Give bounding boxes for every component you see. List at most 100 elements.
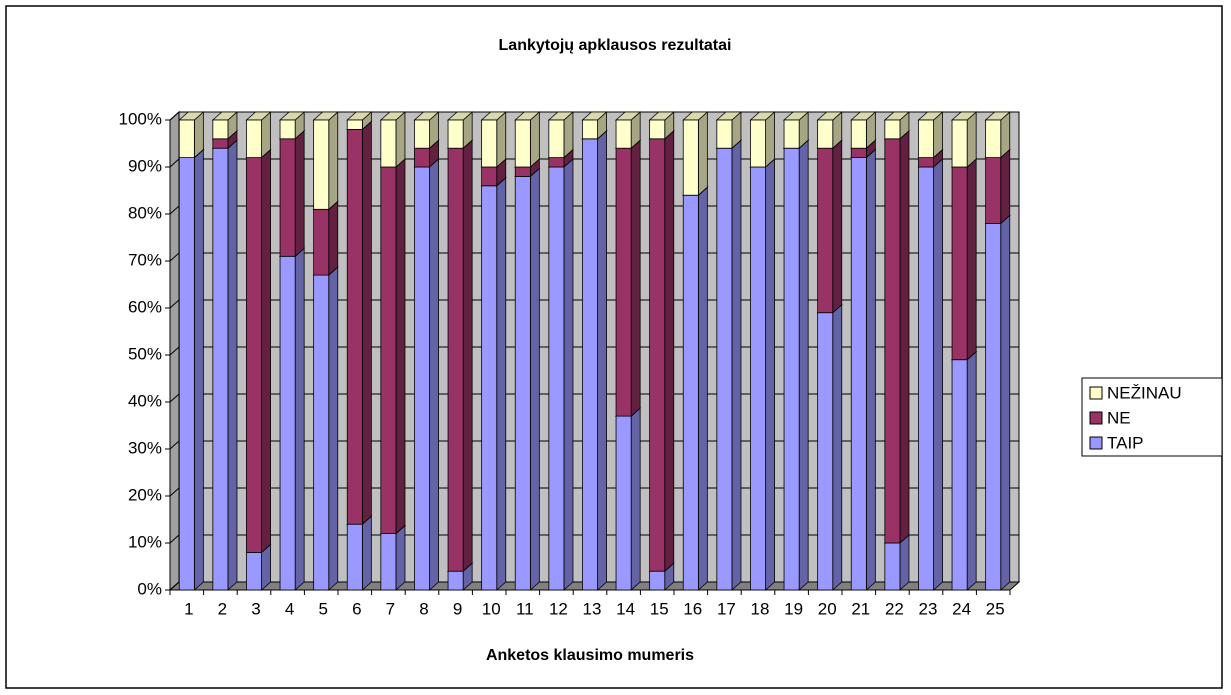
bar [414, 119, 430, 149]
bar [548, 157, 565, 168]
bar [279, 119, 296, 140]
bar [817, 312, 834, 591]
bar-side [227, 139, 238, 591]
x-tick-label: 3 [251, 599, 260, 618]
y-tick-label: 80% [128, 203, 162, 222]
bar-side [361, 120, 372, 526]
bar [750, 166, 766, 591]
bar [414, 147, 430, 168]
bar [985, 157, 1002, 224]
x-tick-label: 11 [516, 599, 534, 618]
bar-side [328, 200, 339, 276]
x-axis-label: Anketos klausimo mumeris [486, 647, 694, 664]
x-tick-label: 8 [419, 599, 428, 618]
bar [447, 570, 464, 591]
x-tick-label: 7 [386, 599, 395, 618]
bar [951, 166, 968, 361]
bar [918, 119, 934, 158]
x-tick-label: 20 [818, 599, 837, 618]
bar-side [193, 148, 204, 591]
bar-side [832, 303, 843, 591]
bar [615, 415, 632, 591]
bar [380, 119, 397, 168]
bar-side [966, 350, 977, 591]
bar [481, 166, 498, 187]
bar-side [899, 129, 910, 544]
bar-side [328, 111, 339, 211]
bar [346, 119, 363, 130]
x-tick-label: 18 [751, 599, 770, 618]
legend-label: NE [1107, 408, 1131, 427]
bar [850, 119, 867, 149]
bar [649, 138, 666, 572]
bar [246, 157, 262, 553]
bar [178, 157, 195, 591]
x-tick-label: 12 [549, 599, 568, 618]
x-tick-label: 13 [583, 599, 602, 618]
bar-side [429, 158, 439, 591]
bar [447, 147, 464, 572]
x-tick-label: 22 [885, 599, 904, 618]
bar-side [496, 111, 507, 168]
x-tick-label: 23 [919, 599, 938, 618]
legend-label: NEŽINAU [1107, 383, 1182, 402]
chart-title: Lankytojų apklausos rezultatai [499, 37, 732, 54]
legend-box [1081, 377, 1223, 457]
bar [380, 533, 397, 591]
bar [514, 119, 531, 168]
bar-side [630, 139, 641, 417]
bar-side [261, 148, 271, 554]
bar-side [529, 167, 540, 591]
y-tick-label: 100% [119, 109, 162, 128]
bar [212, 119, 229, 140]
bar [346, 128, 363, 525]
bar [918, 166, 934, 591]
bar [313, 274, 330, 591]
bar-side [765, 158, 775, 591]
x-tick-label: 5 [318, 599, 327, 618]
bar-side [697, 111, 708, 197]
y-tick-label: 10% [128, 532, 162, 551]
bar [918, 157, 934, 168]
bar-side [630, 407, 641, 591]
bar [279, 255, 296, 591]
bar [514, 175, 531, 591]
bar-side [798, 139, 809, 591]
bar [548, 166, 565, 591]
y-tick-label: 30% [128, 438, 162, 457]
bar-side [1000, 214, 1011, 591]
bar [212, 138, 229, 149]
y-tick-label: 90% [128, 156, 162, 175]
bar-side [294, 129, 305, 258]
bar [582, 138, 598, 591]
bar [716, 147, 733, 591]
bar [313, 208, 330, 276]
bar [279, 138, 296, 257]
bar [615, 147, 632, 417]
bar-side [462, 139, 473, 573]
bar-side [731, 139, 742, 591]
y-tick-label: 60% [128, 297, 162, 316]
x-tick-label: 1 [184, 599, 193, 618]
bar [884, 542, 901, 591]
bar [414, 166, 430, 591]
bar [649, 570, 666, 591]
bar [246, 119, 262, 158]
bar [346, 523, 363, 591]
x-tick-label: 25 [986, 599, 1005, 618]
bar-side [395, 111, 406, 168]
bar-side [966, 111, 977, 168]
bar-side [529, 111, 540, 168]
x-tick-label: 2 [218, 599, 227, 618]
bar [716, 119, 733, 149]
bar [985, 222, 1002, 591]
bar-side [664, 129, 675, 573]
legend-label: TAIP [1107, 433, 1144, 452]
bar-side [765, 111, 775, 168]
bar-side [294, 247, 305, 591]
bar [783, 119, 800, 149]
bar-side [597, 129, 607, 591]
bar [817, 119, 834, 149]
x-tick-label: 14 [616, 599, 635, 618]
